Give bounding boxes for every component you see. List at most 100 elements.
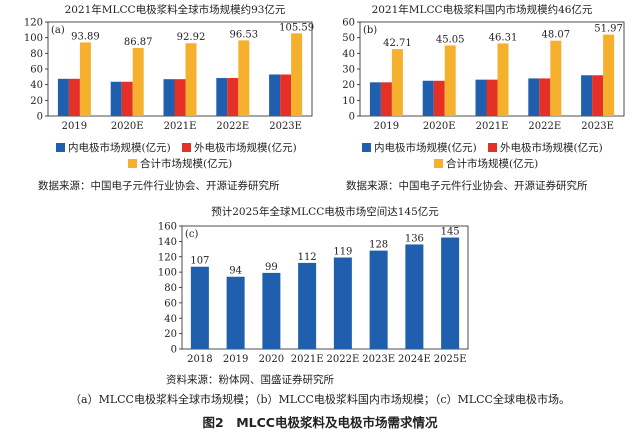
panel-label: (b) <box>363 25 377 36</box>
legend-swatch-red <box>488 143 497 152</box>
y-tick-label: 40 <box>342 49 355 60</box>
bar <box>391 49 403 117</box>
bar <box>581 75 593 116</box>
legend-b-inner: 内电极市场规模(亿元) <box>362 140 477 155</box>
y-tick-label: 20 <box>342 80 355 91</box>
data-label: 128 <box>369 240 388 251</box>
bar <box>68 78 80 116</box>
bar <box>298 262 317 349</box>
chart-title: 2021年MLCC电极浆料国内市场规模约46亿元 <box>372 3 593 16</box>
legend-a-total: 合计市场规模(亿元) <box>128 156 232 171</box>
bar <box>79 42 91 116</box>
panel-label: (c) <box>185 229 199 240</box>
figure-caption: 图2 MLCC电极浆料及电极市场需求情况 <box>202 415 438 430</box>
y-tick-label: 40 <box>30 80 43 91</box>
y-tick-label: 30 <box>342 65 355 76</box>
chart-panel-c: 预计2025年全球MLCC电极市场空间达145亿元 (c) 0 20 40 60 80 100… <box>140 202 480 390</box>
y-tick-label: 160 <box>158 222 177 233</box>
y-tick-label: 60 <box>342 18 355 29</box>
y-tick-label: 10 <box>342 96 355 107</box>
legend-label: 外电极市场规模(亿元) <box>194 142 297 154</box>
y-tick-label: 20 <box>30 96 43 107</box>
bar <box>121 81 133 116</box>
source-note-c: 资料来源：粉体网、国盛证券研究所 <box>166 374 334 386</box>
bar <box>238 40 250 116</box>
bar <box>603 34 615 116</box>
y-tick-label: 120 <box>24 18 43 29</box>
bar <box>486 79 498 116</box>
x-tick-label: 2024E <box>398 354 431 365</box>
data-label: 94 <box>229 266 242 277</box>
legend-b-total: 合计市场规模(亿元) <box>434 156 538 171</box>
data-label: 93.89 <box>71 31 100 42</box>
x-tick-label: 2021E <box>164 121 197 132</box>
y-tick-label: 120 <box>158 252 177 263</box>
legend-a-inner: 内电极市场规模(亿元) <box>56 140 171 155</box>
bar <box>539 78 551 116</box>
bar <box>369 82 381 116</box>
chart-c: 预计2025年全球MLCC电极市场空间达145亿元 (c) 0 20 40 60 80 100… <box>158 205 469 365</box>
legend-b-outer: 外电极市场规模(亿元) <box>488 140 603 155</box>
x-tick-label: 2022E <box>216 121 249 132</box>
legend-label: 合计市场规模(亿元) <box>446 158 539 170</box>
bar <box>422 80 434 116</box>
bar <box>190 266 209 349</box>
plot-frame <box>181 225 469 350</box>
x-tick-label: 2025E <box>434 354 467 365</box>
bar <box>441 237 460 349</box>
panel-label: (a) <box>51 25 65 36</box>
x-tick-label: 2022E <box>327 354 360 365</box>
legend-label: 外电极市场规模(亿元) <box>500 142 603 154</box>
chart-title: 预计2025年全球MLCC电极市场空间达145亿元 <box>211 205 439 218</box>
y-tick-label: 100 <box>158 268 177 279</box>
chart-panel-b: 2021年MLCC电极浆料国内市场规模约46亿元 (b) 0 10 20 30 40 50 60… <box>322 0 640 200</box>
source-note-b: 数据来源：中国电子元件行业协会、开源证券研究所 <box>346 180 588 192</box>
x-tick-label: 2022E <box>528 121 561 132</box>
chart-b: 2021年MLCC电极浆料国内市场规模约46亿元 (b) 0 10 20 30 40 50 60… <box>342 3 625 132</box>
x-tick-label: 2019 <box>374 121 399 132</box>
bar <box>528 78 540 116</box>
y-tick-label: 40 <box>164 314 177 325</box>
bar <box>227 78 239 116</box>
legend-swatch-blue <box>362 143 371 152</box>
x-tick-label: 2020 <box>259 354 284 365</box>
data-label: 45.05 <box>436 34 465 45</box>
y-tick-label: 0 <box>171 345 177 356</box>
data-label: 105.59 <box>279 22 314 33</box>
y-tick-label: 60 <box>30 65 43 76</box>
bar <box>380 82 392 116</box>
data-label: 99 <box>265 262 278 273</box>
bar <box>185 43 197 117</box>
y-tick-label: 0 <box>349 112 355 123</box>
legend-label: 内电极市场规模(亿元) <box>68 142 171 154</box>
y-tick-label: 50 <box>342 33 355 44</box>
x-tick-label: 2020E <box>423 121 456 132</box>
data-label: 86.87 <box>124 37 153 48</box>
x-tick-label: 2023E <box>269 121 302 132</box>
legend-swatch-orange <box>128 159 137 168</box>
x-tick-label: 2021E <box>291 354 324 365</box>
legend-swatch-blue <box>56 143 65 152</box>
x-tick-label: 2021E <box>476 121 509 132</box>
bar <box>444 45 456 117</box>
bar <box>550 40 562 116</box>
bar <box>592 75 604 116</box>
y-tick-label: 60 <box>164 298 177 309</box>
data-label: 92.92 <box>177 32 206 43</box>
bar <box>226 276 245 349</box>
data-label: 145 <box>441 227 460 238</box>
bar <box>57 78 69 116</box>
bar <box>405 244 424 349</box>
data-label: 107 <box>190 256 209 267</box>
bar <box>433 80 445 116</box>
legend-label: 内电极市场规模(亿元) <box>374 142 477 154</box>
bar <box>291 33 303 116</box>
bar <box>369 250 388 349</box>
legend-swatch-orange <box>434 159 443 168</box>
data-label: 96.53 <box>229 29 258 40</box>
x-tick-label: 2020E <box>111 121 144 132</box>
y-tick-label: 100 <box>24 33 43 44</box>
data-label: 46.31 <box>489 32 518 43</box>
x-tick-label: 2019 <box>223 354 248 365</box>
data-label: 112 <box>298 252 317 263</box>
